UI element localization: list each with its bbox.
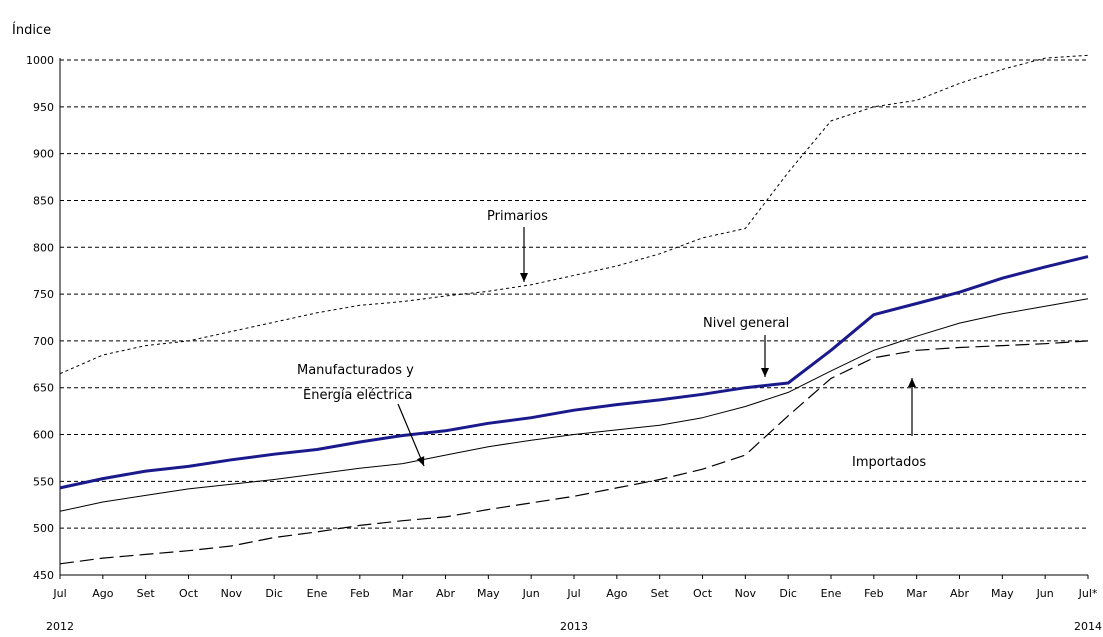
- y-tick-label-700: 700: [33, 335, 54, 348]
- grid-lines: [60, 59, 1088, 529]
- y-tick-label-600: 600: [33, 429, 54, 442]
- arrow-nivel-general-head: [761, 368, 769, 377]
- year-label-2012: 2012: [46, 620, 74, 633]
- x-tick-label-1: Ago: [92, 587, 114, 600]
- x-tick-label-4: Nov: [221, 587, 243, 600]
- arrow-importados-head: [908, 378, 916, 387]
- y-tick-label-800: 800: [33, 241, 54, 254]
- arrow-manufacturados-shaft: [397, 403, 425, 467]
- x-tick-label-16: Nov: [735, 587, 757, 600]
- series-line-0: [59, 255, 1089, 490]
- x-tick-label-11: Jun: [522, 587, 540, 600]
- annotation-manufacturados-line1: Manufacturados y: [297, 363, 414, 378]
- x-tick-label-21: Abr: [950, 587, 970, 600]
- x-tick-label-15: Oct: [693, 587, 713, 600]
- x-tick-label-2: Set: [137, 587, 156, 600]
- x-tick-label-3: Oct: [179, 587, 199, 600]
- arrow-primarios-head: [520, 273, 528, 282]
- year-label-2013: 2013: [560, 620, 588, 633]
- x-tick-label-6: Ene: [307, 587, 328, 600]
- x-tick-label-9: Abr: [436, 587, 456, 600]
- year-label-2014: 2014: [1074, 620, 1102, 633]
- y-tick-label-500: 500: [33, 522, 54, 535]
- y-tick-label-1000: 1000: [26, 54, 54, 67]
- y-axis-label: Índice: [12, 22, 51, 38]
- x-tick-label-8: Mar: [392, 587, 413, 600]
- x-tick-label-0: Jul: [52, 587, 66, 600]
- y-tick-label-650: 650: [33, 382, 54, 395]
- annotation-primarios: Primarios: [487, 209, 548, 224]
- x-tick-label-12: Jul: [566, 587, 580, 600]
- series-lines: [59, 54, 1089, 565]
- y-tick-label-550: 550: [33, 475, 54, 488]
- arrow-manufacturados-head: [416, 456, 425, 466]
- x-tick-label-7: Feb: [350, 587, 369, 600]
- x-tick-label-17: Dic: [779, 587, 797, 600]
- x-tick-label-19: Feb: [864, 587, 883, 600]
- x-tick-label-14: Set: [651, 587, 670, 600]
- x-tick-label-22: May: [991, 587, 1014, 600]
- y-tick-label-900: 900: [33, 148, 54, 161]
- annotations: Primarios Nivel general Manufacturados y…: [297, 209, 926, 470]
- series-line-2: [59, 298, 1089, 512]
- x-tick-label-20: Mar: [906, 587, 927, 600]
- x-tick-label-18: Ene: [821, 587, 842, 600]
- x-tick-label-10: May: [477, 587, 500, 600]
- x-tick-label-23: Jun: [1036, 587, 1054, 600]
- x-tick-label-13: Ago: [606, 587, 628, 600]
- x-tick-label-5: Dic: [265, 587, 283, 600]
- y-tick-label-950: 950: [33, 101, 54, 114]
- annotation-manufacturados-line2: Energía eléctrica: [303, 388, 412, 403]
- y-tick-label-850: 850: [33, 194, 54, 207]
- annotation-importados: Importados: [852, 455, 926, 470]
- series-line-3: [59, 340, 1089, 565]
- y-tick-label-450: 450: [33, 569, 54, 582]
- x-tick-label-24: Jul*: [1078, 587, 1098, 600]
- series-line-1: [59, 54, 1089, 375]
- axes: 1000 950 900 850 800 750 700 650 600 550 500 450 Jul…: [26, 54, 1102, 633]
- annotation-nivel-general: Nivel general: [703, 316, 789, 331]
- y-tick-label-750: 750: [33, 288, 54, 301]
